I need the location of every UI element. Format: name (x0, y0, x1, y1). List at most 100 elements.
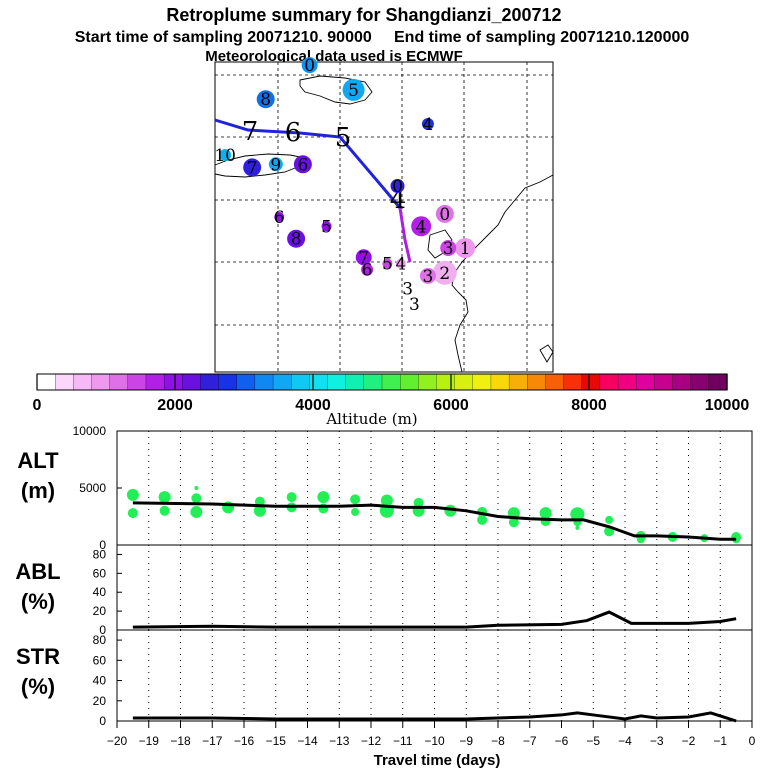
plume-marker-label: 4 (423, 115, 434, 135)
colorbar-cell (454, 373, 474, 391)
island-outline (539, 344, 554, 363)
altitude-point (317, 491, 330, 504)
x-tick-label: −13 (329, 734, 350, 748)
time-series-panels: 10000 5000 0 ALT (m) 80 60 40 20 0 ABL (%) 80 60 40 20 0… (15, 424, 753, 728)
colorbar-tick-label: 6000 (433, 397, 469, 414)
x-tick-label: −3 (650, 734, 664, 748)
colorbar-cell (236, 373, 256, 391)
x-tick-label: −10 (424, 734, 445, 748)
panel-frame (116, 629, 753, 722)
map-coastlines (214, 75, 554, 373)
track-day-label: 7 (242, 117, 259, 147)
plume-marker-label: 4 (395, 255, 406, 275)
panel-ylabel-line2: (%) (21, 589, 55, 614)
plume-marker (432, 260, 457, 285)
plume-marker (455, 238, 476, 258)
x-tick-label: −11 (393, 734, 413, 748)
x-tick-label: −4 (618, 734, 632, 748)
plume-marker (256, 90, 275, 109)
y-tick-label: 60 (93, 566, 107, 580)
x-tick-label: 0 (749, 734, 756, 748)
plume-track: 7 6 5 4 (214, 117, 412, 263)
x-tick-label: −20 (107, 734, 128, 748)
y-tick-label: 80 (93, 547, 107, 561)
colorbar-cell (363, 373, 383, 391)
x-tick-label: −14 (297, 734, 318, 748)
colorbar-cell (55, 373, 74, 391)
sampling-times: Start time of sampling 20071210. 90000 E… (75, 29, 690, 46)
colorbar-tick-label: 4000 (295, 397, 331, 414)
colorbar-tick-label: 10000 (705, 397, 750, 414)
y-tick-label: 20 (93, 694, 107, 708)
altitude-point (253, 504, 266, 517)
colorbar-cell (36, 373, 56, 391)
plume-marker (435, 204, 454, 223)
plume-marker-label: 6 (362, 261, 373, 281)
plume-marker-label: 9 (270, 155, 281, 175)
met-data-line: Meteorological data used is ECMWF (205, 48, 463, 65)
altitude-point (126, 488, 139, 501)
plume-marker-label: 0 (304, 56, 315, 76)
x-tick-label: −15 (266, 734, 287, 748)
colorbar-cell (545, 373, 565, 391)
panel-ylabel-line1: ALT (17, 448, 59, 473)
x-tick-label: −16 (234, 734, 255, 748)
colorbar-cell (91, 373, 111, 391)
plume-marker (355, 249, 372, 266)
altitude-point (380, 494, 393, 507)
plume-marker (419, 267, 436, 284)
altitude-point (570, 507, 585, 522)
figure-title: Retroplume summary for Shangdianzi_20071… (166, 5, 561, 25)
plume-marker-label: 5 (348, 81, 359, 101)
plume-marker (390, 179, 405, 193)
track-day-label: 4 (390, 185, 407, 215)
plume-marker (293, 155, 312, 174)
panel-ylabel-line2: (m) (21, 478, 55, 503)
x-tick-label: −12 (361, 734, 382, 748)
x-tick-label: −19 (139, 734, 160, 748)
y-tick-label: 0 (99, 538, 106, 552)
plume-marker-label: 10 (214, 146, 236, 166)
colorbar-cell (309, 373, 329, 391)
altitude-point (127, 508, 138, 519)
plume-marker (440, 240, 457, 256)
black-sea-outline (299, 75, 373, 105)
x-tick-label: −1 (713, 734, 727, 748)
plume-marker (274, 212, 285, 222)
altitude-point (194, 486, 199, 490)
y-tick-label: 0 (99, 623, 106, 637)
colorbar-cell (599, 373, 619, 391)
colorbar-cell (617, 373, 637, 391)
plume-marker (421, 118, 434, 130)
altitude-point (191, 493, 202, 504)
x-tick-label: −8 (491, 734, 505, 748)
plume-marker-label: 3 (423, 267, 434, 287)
colorbar-cell (472, 373, 492, 391)
plume-marker-label: 7 (247, 158, 258, 178)
y-tick-label: 20 (93, 604, 107, 618)
altitude-point (575, 525, 580, 530)
altitude-point (159, 505, 170, 516)
plume-marker (301, 57, 318, 74)
colorbar-cell (654, 373, 674, 391)
plume-marker-label: 3 (402, 279, 413, 299)
altitude-point (477, 514, 488, 525)
altitude-point (605, 515, 614, 524)
track-line-lower (398, 207, 412, 263)
x-tick-label: −17 (202, 734, 223, 748)
plume-marker-label: 5 (321, 217, 332, 237)
x-tick-label: −7 (523, 734, 537, 748)
plume-marker-label: 7 (358, 248, 369, 268)
abl-panel: 80 60 40 20 0 ABL (%) (15, 544, 753, 637)
x-tick-label: −2 (682, 734, 696, 748)
track-day-label: 5 (335, 123, 352, 153)
panel-ylabel-line1: ABL (15, 559, 60, 584)
x-tick-label: −6 (555, 734, 569, 748)
colorbar-cell (381, 373, 401, 391)
plume-marker (382, 258, 393, 269)
travel-time-axis: −20 −19 −18 −17 −16 −15 −14 −13 −12 −11 −10 −9 −8 −7−… (107, 721, 756, 748)
plume-marker (411, 216, 432, 237)
colorbar-cell (291, 373, 311, 391)
plume-marker-label: 6 (297, 155, 308, 175)
